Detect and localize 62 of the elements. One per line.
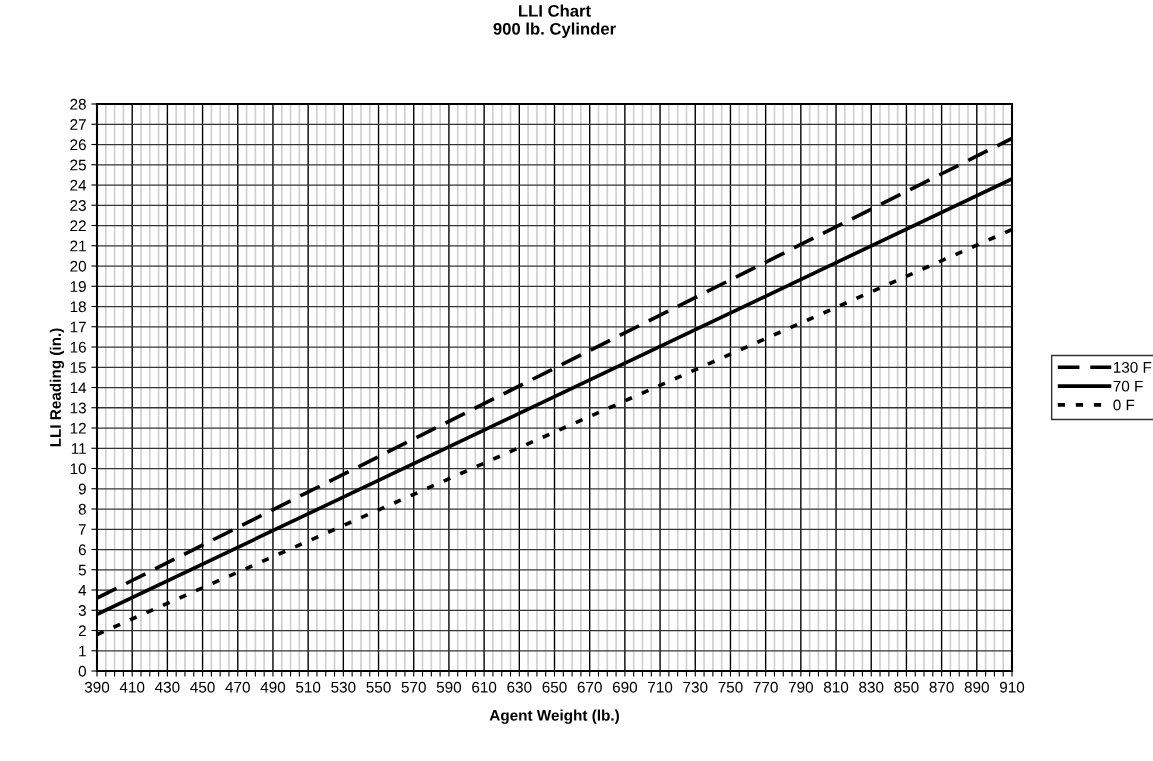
y-tick-label: 27 (70, 119, 86, 130)
x-tick-label: 830 (859, 681, 884, 693)
x-tick-label: 530 (331, 681, 356, 693)
x-tick-label: 770 (753, 681, 778, 693)
x-tick-label: 510 (296, 681, 321, 693)
y-tick-label: 23 (70, 200, 86, 211)
x-tick-label: 470 (225, 681, 250, 693)
y-tick-label: 18 (70, 301, 86, 313)
x-tick-label: 910 (999, 681, 1025, 693)
x-tick-label: 450 (190, 681, 215, 693)
legend-label: 70 F (1113, 380, 1143, 392)
y-axis-title: LLI Reading (in.) (49, 328, 65, 447)
legend-label: 130 F (1113, 361, 1152, 373)
x-tick-label: 730 (683, 681, 708, 693)
y-tick-label: 17 (70, 321, 86, 333)
y-tick-label: 14 (70, 382, 87, 394)
x-axis-title: Agent Weight (lb.) (489, 709, 619, 724)
x-tick-label: 750 (718, 681, 743, 693)
x-tick-label: 650 (542, 681, 567, 693)
y-tick-label: 10 (70, 463, 86, 475)
x-tick-label: 630 (507, 681, 532, 693)
x-tick-label: 490 (260, 681, 286, 693)
y-tick-label: 11 (71, 443, 86, 454)
x-tick-label: 850 (894, 681, 919, 693)
y-tick-label: 13 (70, 402, 86, 414)
y-tick-label: 5 (78, 564, 86, 576)
x-tick-label: 870 (929, 681, 954, 693)
y-tick-label: 4 (78, 585, 87, 596)
y-tick-label: 6 (78, 544, 86, 556)
x-tick-label: 410 (119, 681, 145, 693)
y-tick-label: 21 (70, 240, 86, 252)
y-tick-label: 24 (70, 179, 87, 191)
y-tick-label: 9 (78, 483, 86, 495)
y-tick-label: 0 (78, 665, 86, 677)
y-tick-label: 8 (78, 503, 86, 515)
y-tick-label: 22 (70, 220, 86, 232)
x-tick-label: 670 (577, 681, 602, 693)
y-tick-label: 15 (70, 362, 86, 373)
y-tick-label: 1 (79, 645, 86, 657)
x-tick-label: 430 (154, 681, 180, 693)
x-tick-label: 570 (401, 681, 426, 693)
y-tick-label: 19 (70, 281, 86, 292)
y-tick-label: 28 (70, 98, 86, 110)
x-tick-label: 550 (366, 681, 391, 693)
legend-label: 0 F (1113, 399, 1135, 411)
x-tick-label: 890 (964, 681, 989, 693)
x-tick-label: 590 (436, 681, 462, 693)
y-tick-label: 12 (70, 422, 86, 434)
y-tick-label: 20 (70, 260, 86, 272)
x-tick-label: 690 (612, 681, 638, 693)
chart-title: LLI Chart 900 lb. Cylinder (493, 4, 616, 39)
y-tick-label: 7 (78, 524, 86, 535)
x-tick-label: 710 (648, 681, 673, 693)
y-tick-label: 16 (70, 341, 86, 353)
y-tick-label: 3 (78, 605, 86, 616)
x-tick-label: 810 (823, 681, 849, 693)
y-tick-label: 26 (70, 139, 86, 151)
x-tick-label: 790 (788, 681, 813, 693)
y-tick-label: 25 (70, 159, 86, 171)
x-tick-label: 610 (472, 681, 497, 693)
x-tick-label: 390 (84, 681, 110, 693)
y-tick-label: 2 (78, 625, 86, 637)
